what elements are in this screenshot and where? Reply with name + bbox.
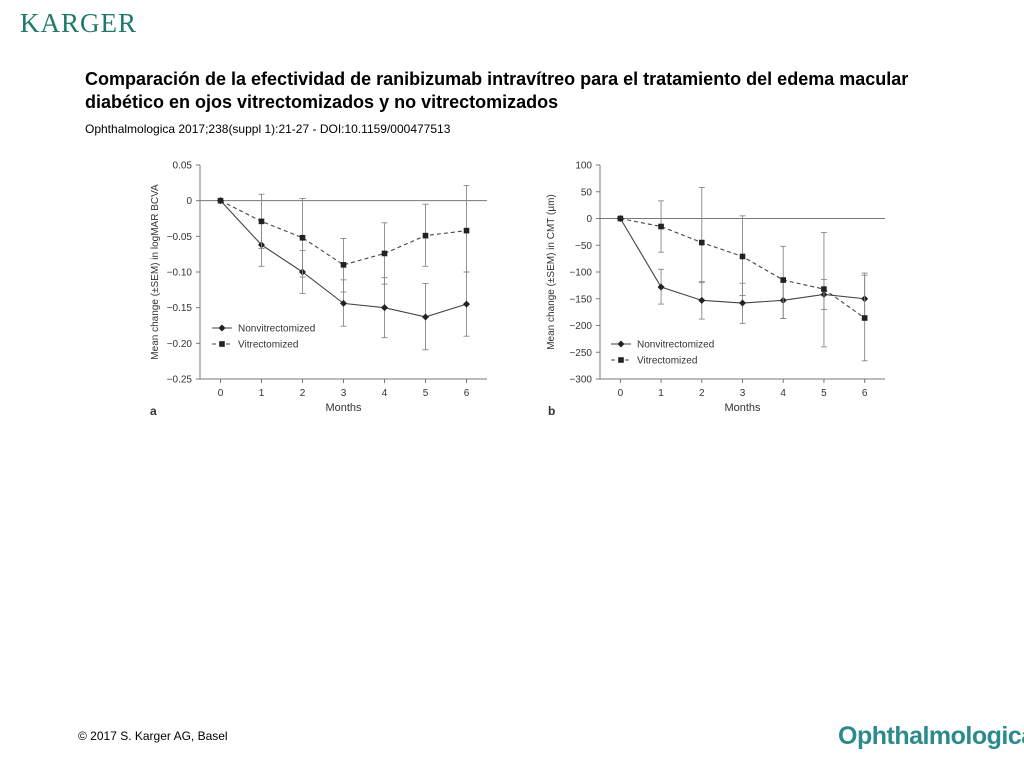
data-point-square (821, 286, 827, 292)
chart-panel-a: 0.05 0 −0.05 −0.10 −0.15 −0.20 −0.25 0 1 2 3 4 5 6 Mon… (150, 161, 487, 418)
x-tick-label: 6 (464, 388, 470, 399)
x-tick-label: 0 (218, 388, 224, 399)
data-point-square (617, 215, 624, 222)
y-axis-title: Mean change (±SEM) in logMAR BCVA (150, 184, 161, 360)
y-tick-label: 0.05 (173, 161, 193, 172)
x-axis-title: Months (325, 402, 362, 414)
x-tick-label: 0 (618, 388, 624, 399)
x-tick-label: 2 (300, 388, 306, 399)
karger-logo: KARGER (20, 8, 138, 38)
slide-title: Comparación de la efectividad de ranibiz… (85, 69, 909, 112)
legend-marker-diamond (617, 340, 625, 348)
data-point-square (463, 227, 470, 234)
series-vitrectomized (217, 185, 470, 293)
data-point-diamond (698, 296, 706, 304)
y-tick-label: 0 (186, 196, 192, 207)
data-point-diamond (422, 313, 429, 321)
data-point-diamond (381, 304, 388, 312)
journal-logo: Ophthalmologica (838, 722, 1024, 750)
legend: Nonvitrectomized Vitrectomized (212, 324, 315, 351)
x-tick-label: 4 (780, 388, 786, 399)
x-tick-label: 1 (658, 388, 664, 399)
legend-label: Vitrectomized (238, 340, 298, 351)
data-point-diamond (739, 299, 746, 307)
data-point-square (658, 223, 664, 230)
data-point-square (299, 234, 306, 241)
x-tick-label: 3 (740, 388, 746, 399)
legend-label: Vitrectomized (637, 356, 697, 367)
y-axis-title: Mean change (±SEM) in CMT (µm) (546, 194, 557, 350)
legend-label: Nonvitrectomized (238, 324, 315, 335)
legend-marker-diamond (218, 324, 226, 332)
data-point-diamond (463, 300, 470, 308)
y-tick-label: −0.25 (167, 375, 193, 386)
legend: Nonvitrectomized Vitrectomized (611, 340, 714, 367)
y-tick-label: −250 (569, 348, 592, 359)
legend-marker-square (618, 357, 624, 363)
y-tick-label: −200 (569, 321, 592, 332)
x-tick-label: 1 (259, 388, 265, 399)
panel-label: b (548, 404, 555, 418)
y-tick-label: 0 (586, 214, 592, 225)
y-tick-label: −150 (569, 294, 592, 305)
y-tick-label: −0.15 (167, 303, 193, 314)
data-point-square (861, 315, 868, 321)
x-axis-title: Months (724, 402, 761, 414)
series-vitrectomized (617, 187, 868, 362)
legend-label: Nonvitrectomized (637, 340, 714, 351)
y-tick-label: −0.05 (167, 232, 193, 243)
data-point-square (739, 253, 746, 260)
y-tick-label: −100 (569, 268, 592, 279)
data-point-square (340, 262, 347, 268)
x-tick-label: 5 (821, 388, 827, 399)
data-point-square (780, 277, 787, 283)
x-tick-label: 2 (699, 388, 705, 399)
y-tick-label: −0.20 (167, 339, 193, 350)
x-tick-label: 5 (423, 388, 429, 399)
chart-panel-b: 100 50 0 −50 −100 −150 −200 −250 −300 0 1 2 3 4 5 6 Mont… (546, 161, 885, 418)
copyright-notice: © 2017 S. Karger AG, Basel (78, 729, 228, 743)
x-tick-label: 3 (341, 388, 347, 399)
y-tick-label: −50 (575, 241, 592, 252)
y-tick-label: 50 (581, 187, 593, 198)
data-point-square (258, 218, 265, 225)
x-tick-label: 6 (862, 388, 868, 399)
citation: Ophthalmologica 2017;238(suppl 1):21-27 … (85, 122, 451, 136)
data-point-square (381, 250, 388, 257)
data-point-diamond (657, 283, 665, 291)
y-tick-label: −0.10 (167, 268, 193, 279)
data-point-square (422, 232, 429, 239)
y-tick-label: −300 (569, 375, 592, 386)
y-tick-label: 100 (575, 161, 592, 172)
data-point-square (217, 197, 224, 204)
x-tick-label: 4 (382, 388, 388, 399)
data-point-diamond (340, 299, 347, 307)
panel-label: a (150, 404, 157, 418)
legend-marker-square (219, 341, 225, 347)
data-point-square (698, 239, 705, 246)
